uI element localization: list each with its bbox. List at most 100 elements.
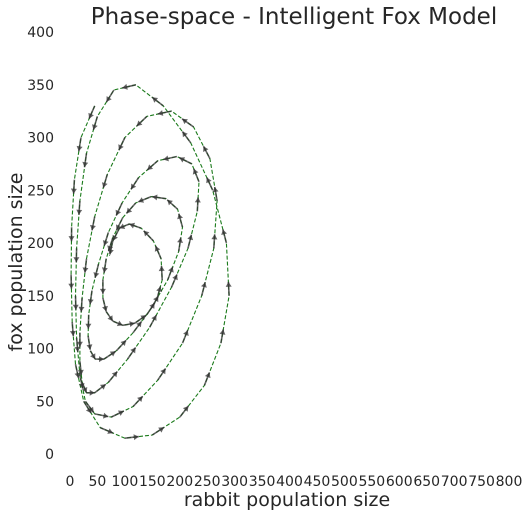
phase-arrow	[104, 351, 116, 359]
phase-arrow	[102, 174, 108, 187]
trajectory-group	[71, 85, 229, 438]
phase-arrow	[167, 200, 177, 209]
phase-arrow	[122, 84, 136, 90]
phase-arrow	[155, 246, 161, 259]
y-tick-label: 150	[27, 289, 54, 305]
x-tick-label: 0	[66, 474, 75, 490]
phase-arrow	[179, 157, 192, 164]
x-tick-label: 550	[358, 474, 385, 490]
phase-arrow	[106, 312, 113, 322]
x-tick-label: 400	[276, 474, 303, 490]
phase-arrow	[93, 264, 99, 278]
x-tick-label: 750	[468, 474, 495, 490]
phase-arrow	[182, 132, 190, 143]
phase-arrow	[131, 178, 139, 190]
phase-arrow	[187, 235, 193, 249]
phase-arrow	[117, 340, 127, 350]
phase-arrow	[77, 138, 83, 152]
phase-arrow	[103, 232, 109, 245]
y-axis-label: fox population size	[5, 173, 27, 352]
phase-arrow	[158, 369, 166, 381]
x-tick-labels: 0 50 100 150 200 250 300 350 400 450 500 550 600 650 7…	[66, 474, 523, 490]
phase-arrow	[152, 195, 166, 201]
x-tick-label: 200	[166, 474, 193, 490]
x-tick-label: 350	[249, 474, 276, 490]
phase-arrow	[203, 146, 210, 158]
phase-arrow	[206, 178, 213, 191]
phase-arrow	[100, 280, 106, 294]
phase-arrow	[129, 223, 141, 229]
phase-arrow	[119, 224, 129, 230]
trajectory-line	[71, 85, 229, 438]
y-tick-label: 400	[27, 25, 54, 41]
phase-arrow	[226, 282, 232, 296]
phase-arrow	[159, 266, 165, 280]
y-tick-label: 50	[36, 394, 54, 410]
phase-arrow	[108, 372, 117, 383]
phase-arrow	[92, 116, 98, 129]
phase-arrow	[116, 203, 123, 216]
phase-arrow	[195, 197, 201, 211]
y-tick-label: 250	[27, 183, 54, 199]
phase-arrow	[107, 90, 114, 102]
phase-arrow	[85, 315, 91, 329]
x-tick-label: 800	[496, 474, 523, 490]
phase-arrow	[123, 321, 135, 327]
phase-arrow	[113, 321, 123, 327]
x-tick-label: 50	[89, 474, 107, 490]
phase-arrow	[82, 153, 88, 167]
y-tick-label: 100	[27, 342, 54, 358]
phase-arrow	[79, 298, 85, 312]
phase-arrow	[69, 227, 75, 241]
phase-arrow	[128, 348, 136, 360]
phase-arrow	[113, 228, 120, 241]
phase-arrow	[152, 97, 163, 106]
x-tick-label: 450	[304, 474, 331, 490]
phase-arrow	[150, 315, 157, 327]
chart-title: Phase-space - Intelligent Fox Model	[91, 4, 497, 30]
phase-arrow	[95, 413, 109, 419]
phase-arrow	[102, 298, 108, 312]
y-tick-label: 200	[27, 236, 54, 252]
phase-arrow	[76, 201, 82, 215]
x-tick-label: 250	[194, 474, 221, 490]
phase-arrow	[87, 336, 93, 350]
phase-arrow	[201, 282, 207, 296]
phase-arrow	[70, 322, 76, 336]
phase-arrow	[137, 116, 147, 126]
phase-arrow	[95, 384, 106, 393]
phase-arrow	[102, 259, 108, 273]
phase-arrow	[111, 411, 124, 418]
phase-arrow	[172, 274, 178, 287]
phase-arrow	[211, 234, 217, 248]
phase-arrow	[177, 214, 183, 228]
x-tick-label: 150	[139, 474, 166, 490]
x-tick-label: 650	[413, 474, 440, 490]
phase-arrow	[193, 169, 199, 182]
phase-arrow	[220, 329, 226, 343]
phase-arrow	[127, 203, 136, 214]
phase-arrow	[88, 106, 94, 119]
phase-arrow	[125, 434, 139, 440]
phase-arrow	[177, 238, 183, 252]
arrow-group	[68, 84, 231, 440]
phase-arrow	[163, 156, 177, 162]
y-tick-label: 0	[45, 447, 54, 463]
phase-arrow	[138, 197, 151, 203]
phase-arrow	[144, 231, 154, 241]
phase-arrow	[95, 356, 104, 362]
x-axis-label: rabbit population size	[184, 489, 390, 511]
phase-arrow	[73, 296, 79, 310]
phase-arrow	[180, 406, 189, 417]
x-tick-label: 600	[386, 474, 413, 490]
y-tick-label: 350	[27, 78, 54, 94]
phase-arrow	[182, 119, 193, 127]
phase-arrow	[118, 138, 125, 151]
phase-arrow	[183, 330, 189, 343]
x-tick-label: 500	[331, 474, 358, 490]
phase-arrow	[204, 372, 210, 385]
phase-arrow	[87, 390, 95, 396]
phase-arrow	[156, 287, 162, 301]
x-tick-label: 700	[441, 474, 468, 490]
